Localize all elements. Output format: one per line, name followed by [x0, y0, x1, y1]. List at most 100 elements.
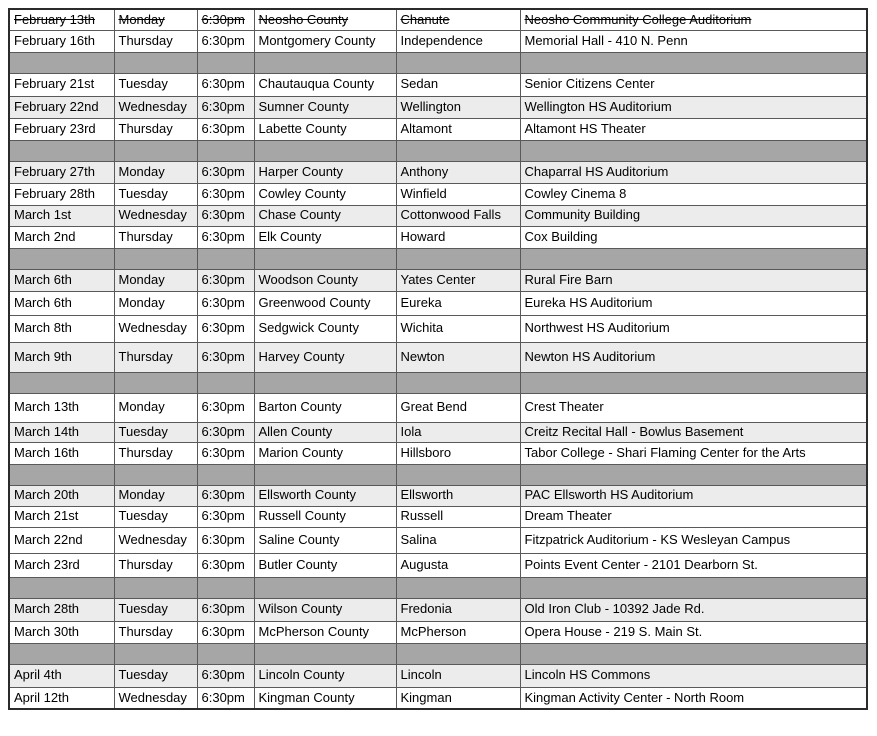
separator-cell — [395, 576, 521, 599]
separator-cell — [196, 463, 255, 486]
separator-cell — [8, 247, 115, 270]
cell-day: Wednesday — [113, 314, 198, 343]
cell-venue: Cowley Cinema 8 — [519, 182, 868, 206]
cell-date: March 13th — [8, 392, 115, 423]
separator-cell — [519, 139, 868, 162]
separator-cell — [8, 642, 115, 665]
separator-cell — [8, 371, 115, 394]
cell-time: 6:30pm — [196, 597, 255, 622]
separator-cell — [395, 463, 521, 486]
cell-city: Lincoln — [395, 663, 521, 688]
separator-cell — [253, 576, 397, 599]
cell-day: Wednesday — [113, 95, 198, 119]
table-row: March 6th Monday 6:30pm Woodson County Yates… — [8, 268, 868, 292]
cell-city: Wichita — [395, 314, 521, 343]
cell-county: Ellsworth County — [253, 484, 397, 507]
cell-venue: Fitzpatrick Auditorium - KS Wesleyan Cam… — [519, 526, 868, 554]
table-row: March 28th Tuesday 6:30pm Wilson County Fred… — [8, 597, 868, 622]
cell-venue: Eureka HS Auditorium — [519, 290, 868, 316]
cell-county: Chase County — [253, 204, 397, 227]
cell-date: February 21st — [8, 72, 115, 97]
cell-day: Tuesday — [113, 182, 198, 206]
separator-cell — [8, 463, 115, 486]
cell-venue: Altamont HS Theater — [519, 117, 868, 141]
cell-city: Eureka — [395, 290, 521, 316]
cell-day: Wednesday — [113, 686, 198, 710]
table-row: March 21st Tuesday 6:30pm Russell County Rus… — [8, 505, 868, 528]
cell-city: Anthony — [395, 160, 521, 184]
separator-cell — [395, 642, 521, 665]
cell-county: Barton County — [253, 392, 397, 423]
separator-cell — [113, 247, 198, 270]
separator-cell — [395, 371, 521, 394]
cell-day: Tuesday — [113, 663, 198, 688]
cell-day: Tuesday — [113, 72, 198, 97]
table-row: March 8th Wednesday 6:30pm Sedgwick County W… — [8, 314, 868, 343]
cell-city: Russell — [395, 505, 521, 528]
cell-venue: PAC Ellsworth HS Auditorium — [519, 484, 868, 507]
cell-date: March 8th — [8, 314, 115, 343]
cell-time: 6:30pm — [196, 290, 255, 316]
table-row: February 22nd Wednesday 6:30pm Sumner Count… — [8, 95, 868, 119]
cell-day: Tuesday — [113, 421, 198, 443]
cell-day: Tuesday — [113, 597, 198, 622]
cell-day: Thursday — [113, 29, 198, 53]
cell-venue: Old Iron Club - 10392 Jade Rd. — [519, 597, 868, 622]
cell-county: Harvey County — [253, 341, 397, 373]
cell-date: February 22nd — [8, 95, 115, 119]
separator-cell — [196, 371, 255, 394]
cell-date: February 28th — [8, 182, 115, 206]
table-row: February 28th Tuesday 6:30pm Cowley County W… — [8, 182, 868, 206]
cell-county: Elk County — [253, 225, 397, 249]
cell-day: Wednesday — [113, 526, 198, 554]
table-row: March 14th Tuesday 6:30pm Allen County Iola C… — [8, 421, 868, 443]
cell-city: Sedan — [395, 72, 521, 97]
separator-cell — [8, 576, 115, 599]
cell-date: March 21st — [8, 505, 115, 528]
cell-date: March 14th — [8, 421, 115, 443]
cell-day: Monday — [113, 484, 198, 507]
cell-date: February 13th — [8, 8, 115, 31]
cell-county: Marion County — [253, 441, 397, 465]
separator-cell — [519, 463, 868, 486]
cell-county: Sedgwick County — [253, 314, 397, 343]
cell-venue: Lincoln HS Commons — [519, 663, 868, 688]
cell-venue: Community Building — [519, 204, 868, 227]
cell-venue: Newton HS Auditorium — [519, 341, 868, 373]
cell-day: Tuesday — [113, 505, 198, 528]
cell-day: Monday — [113, 290, 198, 316]
cell-time: 6:30pm — [196, 29, 255, 53]
cell-date: March 1st — [8, 204, 115, 227]
cell-county: Russell County — [253, 505, 397, 528]
cell-county: Woodson County — [253, 268, 397, 292]
cell-county: Allen County — [253, 421, 397, 443]
separator-cell — [113, 642, 198, 665]
cell-date: February 23rd — [8, 117, 115, 141]
cell-venue: Northwest HS Auditorium — [519, 314, 868, 343]
table-row: March 22nd Wednesday 6:30pm Saline County Sa… — [8, 526, 868, 554]
separator-cell — [196, 51, 255, 74]
cell-venue: Cox Building — [519, 225, 868, 249]
cell-venue: Tabor College - Shari Flaming Center for… — [519, 441, 868, 465]
table-row: March 13th Monday 6:30pm Barton County Great… — [8, 392, 868, 423]
table-row: March 9th Thursday 6:30pm Harvey County Newt… — [8, 341, 868, 373]
table-row: April 12th Wednesday 6:30pm Kingman County K… — [8, 686, 868, 710]
cell-city: McPherson — [395, 620, 521, 644]
table-row: March 20th Monday 6:30pm Ellsworth County El… — [8, 484, 868, 507]
cell-date: March 30th — [8, 620, 115, 644]
cell-time: 6:30pm — [196, 8, 255, 31]
cell-time: 6:30pm — [196, 314, 255, 343]
cell-county: Sumner County — [253, 95, 397, 119]
table-row: March 23rd Thursday 6:30pm Butler County Aug… — [8, 552, 868, 578]
cell-city: Independence — [395, 29, 521, 53]
cell-time: 6:30pm — [196, 95, 255, 119]
cell-county: Harper County — [253, 160, 397, 184]
separator-cell — [519, 51, 868, 74]
table-row: March 16th Thursday 6:30pm Marion County Hil… — [8, 441, 868, 465]
separator-cell — [113, 51, 198, 74]
cell-county: Labette County — [253, 117, 397, 141]
cell-venue: Neosho Community College Auditorium — [519, 8, 868, 31]
table-row: March 30th Thursday 6:30pm McPherson County… — [8, 620, 868, 644]
separator-cell — [519, 642, 868, 665]
cell-time: 6:30pm — [196, 117, 255, 141]
